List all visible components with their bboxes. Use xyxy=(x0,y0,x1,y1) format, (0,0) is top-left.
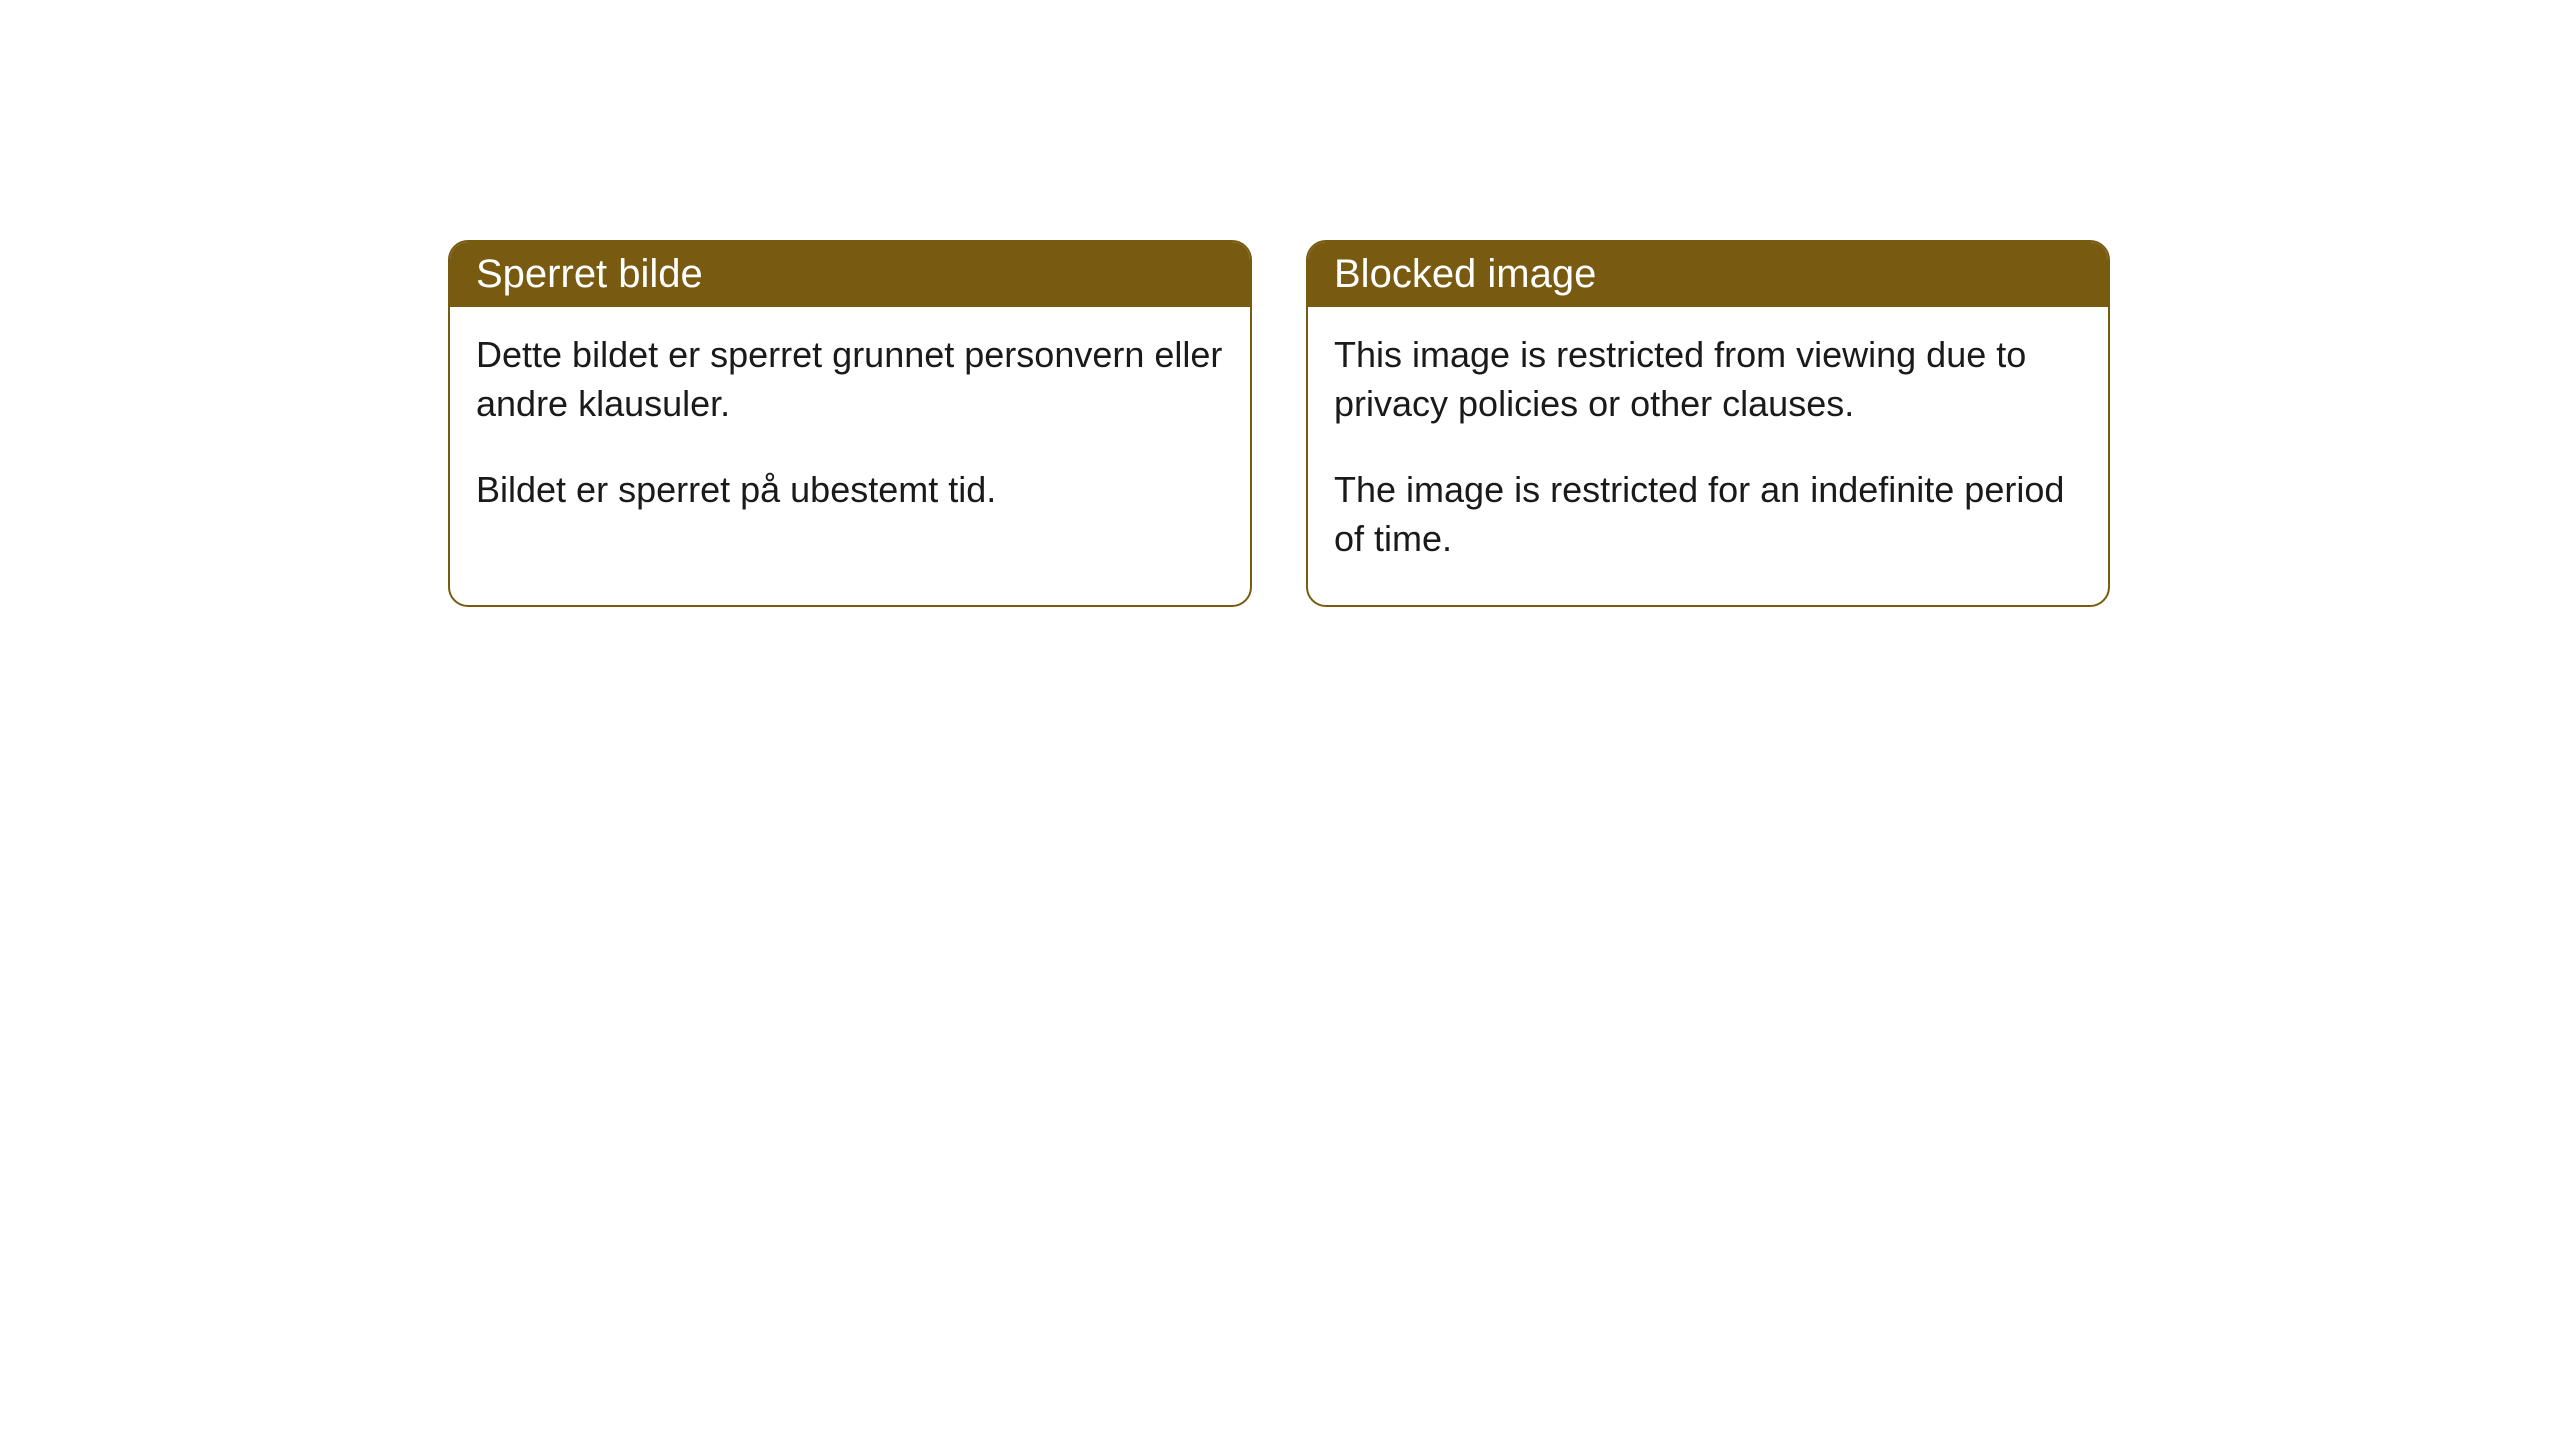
card-body: Dette bildet er sperret grunnet personve… xyxy=(450,307,1250,557)
card-header: Blocked image xyxy=(1308,242,2108,307)
notice-card-english: Blocked image This image is restricted f… xyxy=(1306,240,2110,607)
notice-text-primary: Dette bildet er sperret grunnet personve… xyxy=(476,331,1224,428)
notice-container: Sperret bilde Dette bildet er sperret gr… xyxy=(0,0,2560,607)
notice-text-secondary: The image is restricted for an indefinit… xyxy=(1334,466,2082,563)
card-header: Sperret bilde xyxy=(450,242,1250,307)
notice-text-secondary: Bildet er sperret på ubestemt tid. xyxy=(476,466,1224,515)
notice-text-primary: This image is restricted from viewing du… xyxy=(1334,331,2082,428)
notice-card-norwegian: Sperret bilde Dette bildet er sperret gr… xyxy=(448,240,1252,607)
card-body: This image is restricted from viewing du… xyxy=(1308,307,2108,605)
